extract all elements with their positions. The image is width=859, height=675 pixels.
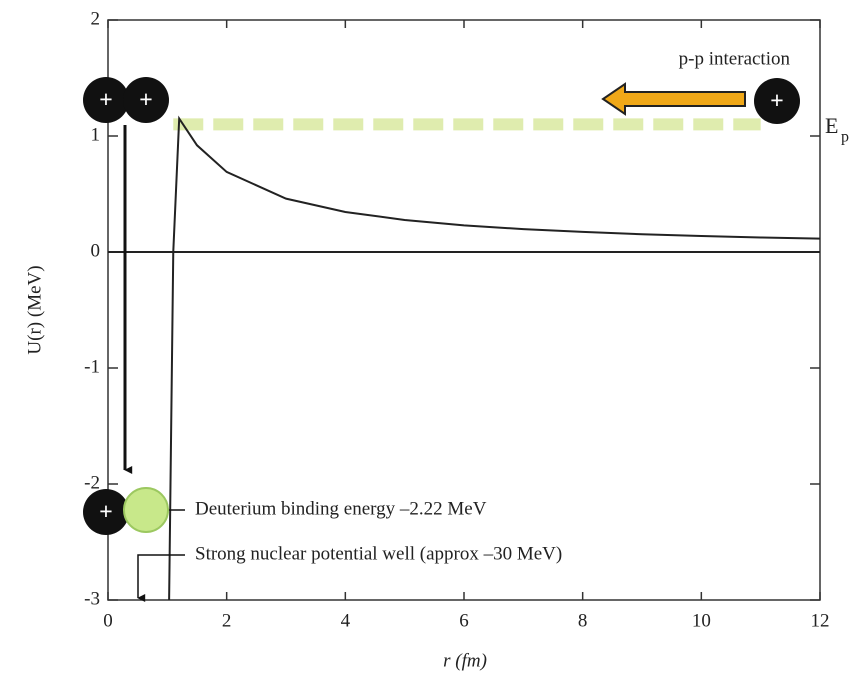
y-tick-label: -3 (84, 588, 100, 609)
x-axis-label: r (fm) (443, 650, 487, 671)
annotation: Strong nuclear potential well (approx –3… (195, 543, 562, 564)
annotation: Deuterium binding energy –2.22 MeV (195, 498, 487, 519)
x-tick-label: 8 (578, 610, 588, 631)
proton-symbol: + (770, 89, 784, 115)
annotation: E (825, 113, 838, 138)
big-arrow (601, 82, 746, 116)
y-tick-label: 1 (91, 124, 101, 145)
proton (123, 77, 169, 123)
x-tick-label: 0 (103, 610, 113, 631)
annotation: p-p interaction (679, 48, 791, 69)
y-tick-label: 2 (91, 8, 101, 29)
proton (754, 78, 800, 124)
x-tick-label: 2 (222, 610, 232, 631)
protons: + + + + (83, 77, 800, 535)
line-series (168, 115, 821, 601)
proton-symbol: + (99, 500, 113, 526)
x-tick-label: 6 (459, 610, 469, 631)
y-tick-label: -2 (84, 472, 100, 493)
arrow (137, 554, 185, 602)
x-tick-label: 4 (341, 610, 351, 631)
proton (83, 77, 129, 123)
proton-symbol: + (139, 88, 153, 114)
neutron (123, 487, 169, 533)
y-axis-label: U(r) (MeV) (24, 265, 45, 354)
proton (83, 489, 129, 535)
annotation: p (841, 129, 849, 146)
y-tick-label: 0 (91, 240, 101, 261)
y-tick-label: -1 (84, 356, 100, 377)
x-tick-label: 10 (692, 610, 711, 631)
proton-symbol: + (99, 88, 113, 114)
x-tick-label: 12 (811, 610, 830, 631)
